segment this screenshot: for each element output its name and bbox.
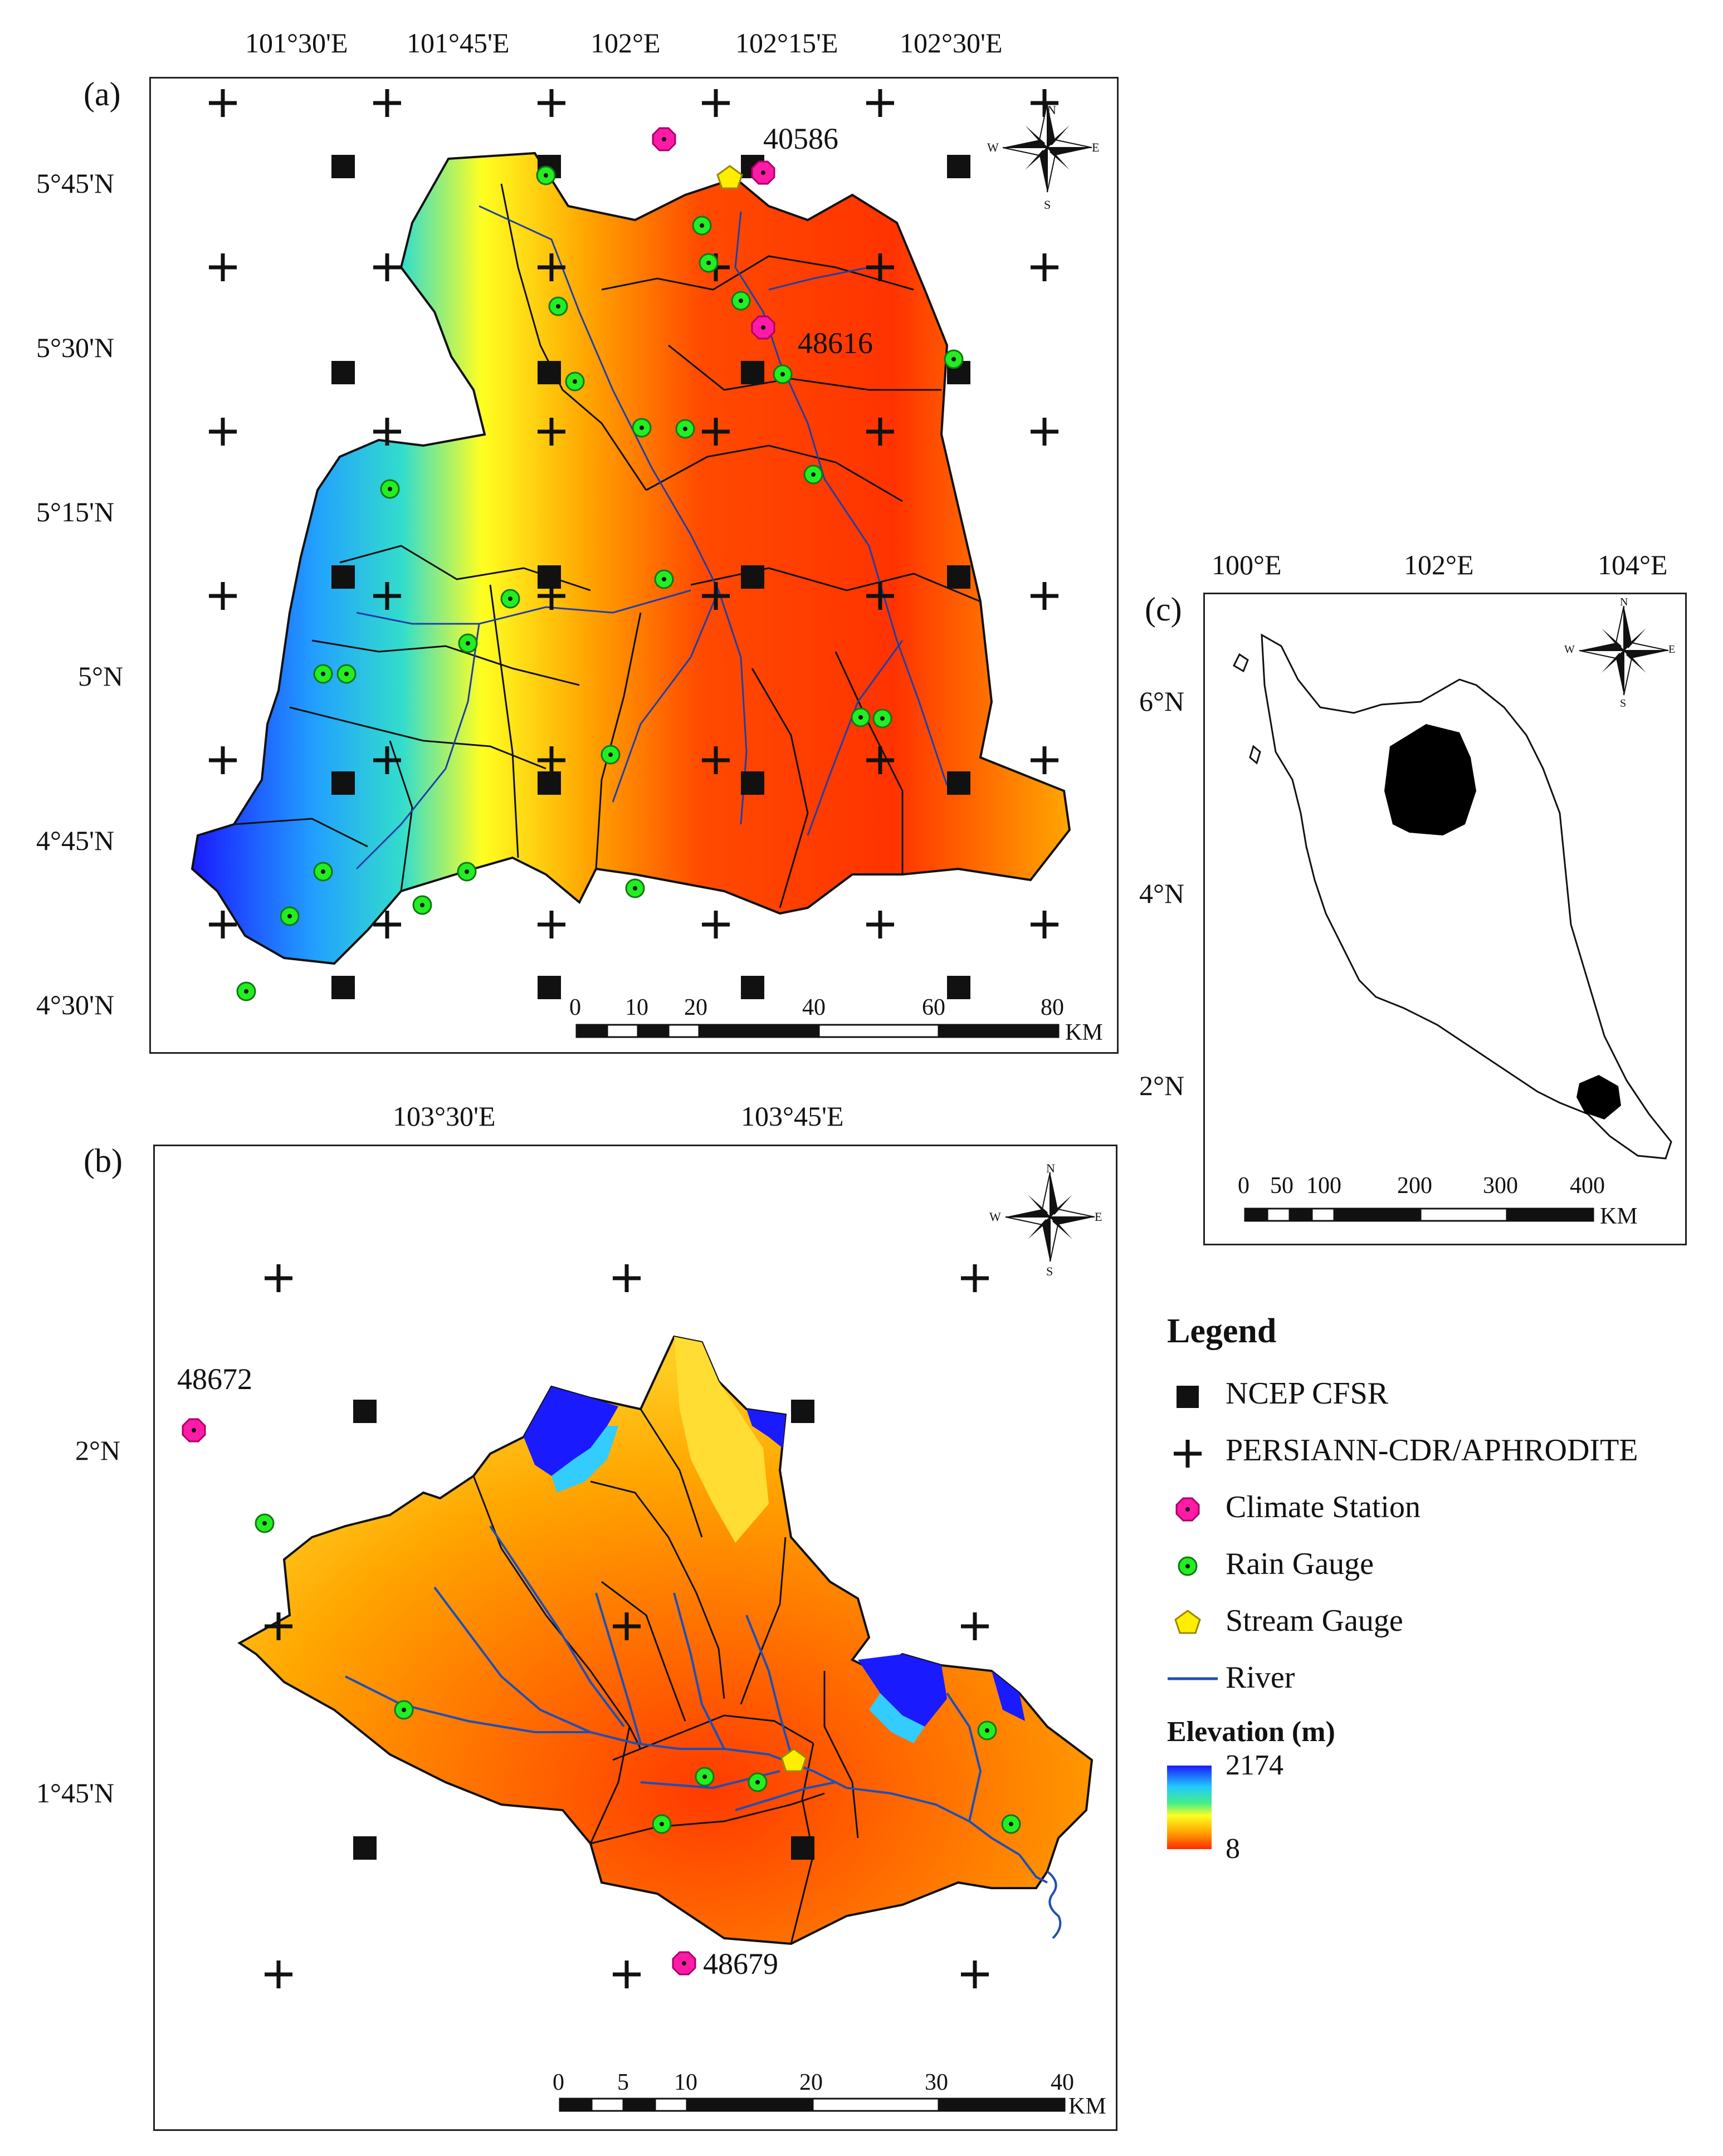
b-compass-s: S — [1046, 1264, 1053, 1278]
c-lon-tick-1: 100°E — [1212, 549, 1282, 580]
b-compass-rose — [1005, 1172, 1095, 1262]
a-compass-rose — [1002, 102, 1092, 193]
a-persiann-grid — [209, 89, 1058, 938]
legend-item-stream-gauge: Stream Gauge — [1226, 1603, 1403, 1638]
b-stream-gauge — [780, 1748, 807, 1772]
basin-a — [191, 151, 1071, 965]
a-station-40586: 40586 — [763, 122, 838, 155]
panel-a-label: (a) — [84, 76, 121, 113]
b-station-48679: 48679 — [703, 1947, 778, 1981]
b-rain-gauges — [255, 1513, 1021, 1834]
c-scale-300: 300 — [1483, 1173, 1518, 1199]
elevation-max: 2174 — [1226, 1749, 1283, 1781]
a-station-48616: 48616 — [798, 326, 873, 360]
c-lon-tick-2: 102°E — [1404, 549, 1474, 580]
panel-c-label: (c) — [1145, 591, 1182, 628]
a-rain-gauges — [236, 165, 964, 1001]
a-lon-tick-4: 102°15'E — [735, 27, 838, 58]
b-lat-tick-1: 2°N — [75, 1435, 121, 1466]
b-scale-20: 20 — [799, 2070, 823, 2095]
a-scale-0: 0 — [569, 995, 581, 1020]
c-scale-50: 50 — [1270, 1173, 1294, 1199]
peninsula-outline — [1261, 633, 1672, 1160]
c-scale-0: 0 — [1238, 1173, 1249, 1199]
a-lon-tick-5: 102°30'E — [900, 27, 1003, 58]
c-compass-s: S — [1620, 697, 1627, 710]
b-compass-e: E — [1095, 1210, 1102, 1224]
b-lon-tick-1: 103°30'E — [393, 1101, 496, 1132]
b-ncep-grid — [353, 1400, 814, 1860]
a-lat-tick-4: 5°N — [78, 661, 124, 692]
a-lat-tick-1: 5°45'N — [36, 168, 115, 199]
a-compass-e: E — [1092, 140, 1100, 154]
a-scale-20: 20 — [684, 995, 707, 1020]
a-lon-tick-2: 101°45'E — [407, 27, 510, 58]
black-square-icon — [1177, 1386, 1199, 1408]
b-scale-unit: KM — [1068, 2094, 1106, 2119]
elevation-title: Elevation (m) — [1167, 1716, 1335, 1748]
a-lat-tick-2: 5°30'N — [36, 332, 115, 363]
c-compass-rose — [1579, 605, 1669, 696]
c-lat-tick-3: 2°N — [1139, 1070, 1185, 1101]
c-lat-tick-2: 4°N — [1139, 878, 1185, 909]
b-scale-bar — [559, 2098, 1066, 2112]
c-basin-b — [1576, 1075, 1621, 1119]
legend-item-river: River — [1226, 1660, 1295, 1695]
a-compass-n: N — [1047, 103, 1056, 117]
b-scale-5: 5 — [617, 2070, 629, 2095]
a-scale-unit: KM — [1065, 1020, 1103, 1045]
a-compass-s: S — [1044, 198, 1051, 212]
a-lat-tick-5: 4°45'N — [36, 825, 115, 856]
b-persiann-grid — [265, 1264, 989, 1988]
b-lat-tick-2: 1°45'N — [36, 1777, 115, 1808]
a-scale-40: 40 — [802, 995, 826, 1020]
legend-item-persiann: PERSIANN-CDR/APHRODITE — [1226, 1433, 1638, 1468]
b-scale-10: 10 — [674, 2070, 697, 2095]
yellow-pentagon-icon — [1174, 1610, 1201, 1634]
a-compass-w: W — [987, 140, 999, 154]
b-compass-w: W — [989, 1210, 1001, 1224]
c-scale-unit: KM — [1600, 1204, 1638, 1229]
c-basin-a — [1384, 724, 1476, 835]
plus-icon — [1174, 1440, 1202, 1468]
b-scale-40: 40 — [1051, 2070, 1074, 2095]
c-compass-e: E — [1668, 643, 1676, 656]
a-scale-bar — [575, 1024, 1060, 1038]
b-scale-0: 0 — [553, 2070, 564, 2095]
a-scale-10: 10 — [625, 995, 648, 1020]
b-station-48672: 48672 — [177, 1362, 252, 1396]
legend-item-rain-gauge: Rain Gauge — [1226, 1547, 1374, 1581]
b-lon-tick-2: 103°45'E — [741, 1101, 844, 1132]
a-scale-60: 60 — [922, 995, 945, 1020]
a-scale-80: 80 — [1041, 995, 1064, 1020]
legend-item-ncep: NCEP CFSR — [1226, 1376, 1389, 1411]
elevation-colorbar — [1167, 1766, 1212, 1849]
c-scale-bar — [1244, 1207, 1594, 1222]
b-scale-30: 30 — [925, 2070, 948, 2095]
c-lat-tick-1: 6°N — [1139, 686, 1185, 717]
a-ncep-grid — [331, 155, 970, 999]
a-lon-tick-3: 102°E — [590, 27, 661, 58]
a-lat-tick-3: 5°15'N — [36, 496, 115, 527]
a-stream-gauge — [716, 165, 743, 189]
c-compass-n: N — [1620, 596, 1628, 608]
c-lon-tick-3: 104°E — [1598, 549, 1668, 580]
b-compass-n: N — [1046, 1161, 1055, 1175]
a-lat-tick-6: 4°30'N — [36, 989, 115, 1020]
elevation-min: 8 — [1226, 1833, 1240, 1865]
panel-b-label: (b) — [84, 1142, 123, 1179]
c-scale-400: 400 — [1570, 1173, 1605, 1199]
a-lon-tick-1: 101°30'E — [245, 27, 348, 58]
c-scale-100: 100 — [1306, 1173, 1341, 1199]
c-scale-200: 200 — [1397, 1173, 1432, 1199]
legend-title: Legend — [1167, 1312, 1277, 1350]
legend-item-climate-station: Climate Station — [1226, 1490, 1421, 1524]
c-compass-w: W — [1564, 643, 1575, 656]
